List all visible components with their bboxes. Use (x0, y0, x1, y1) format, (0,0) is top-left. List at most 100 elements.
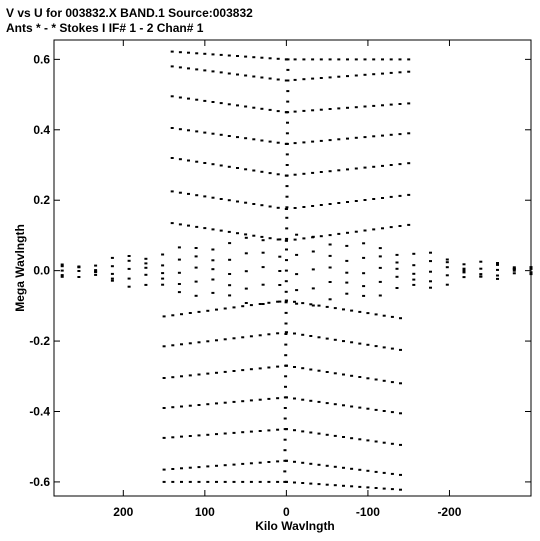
uv-point (211, 228, 215, 231)
uv-point (381, 104, 384, 107)
uv-point (301, 333, 305, 336)
uv-point (268, 237, 272, 240)
uv-point (496, 262, 499, 264)
uv-point (389, 164, 393, 166)
uv-point (127, 267, 131, 270)
uv-point (358, 468, 362, 471)
uv-point (399, 348, 402, 351)
uv-point (407, 193, 411, 196)
uv-point (278, 284, 282, 286)
uv-point (345, 292, 349, 295)
uv-point (197, 480, 201, 483)
uv-point (278, 300, 282, 303)
uv-point (94, 273, 98, 276)
uv-point (350, 341, 354, 344)
uv-point (354, 167, 358, 170)
uv-point (374, 487, 378, 489)
uv-point (390, 472, 394, 475)
uv-point (302, 109, 306, 112)
uv-point (445, 283, 449, 286)
uv-point (378, 266, 382, 269)
uv-point (244, 270, 248, 273)
uv-point (127, 259, 131, 262)
uv-point (241, 431, 245, 434)
uv-point (407, 162, 411, 165)
uv-point (178, 191, 182, 194)
uv-point (171, 406, 175, 409)
uv-point (398, 194, 402, 197)
uv-point (283, 459, 287, 462)
uv-point (284, 331, 288, 334)
x-axis-label: Kilo Wavlngth (255, 519, 335, 533)
uv-point (350, 485, 354, 488)
uv-point (162, 377, 166, 379)
uv-point (188, 312, 192, 314)
uv-point (285, 164, 289, 166)
uv-point (278, 255, 282, 258)
uv-point (267, 397, 271, 400)
uv-point (228, 284, 232, 287)
uv-point (317, 463, 321, 466)
uv-point (293, 397, 296, 400)
uv-point (529, 271, 533, 274)
uv-point (317, 369, 321, 372)
uv-point (232, 400, 236, 403)
uv-point (346, 75, 349, 78)
uv-point (333, 338, 337, 341)
uv-point (94, 270, 98, 273)
uv-point (309, 368, 313, 371)
uv-point (389, 195, 393, 198)
uv-point (252, 75, 256, 78)
uv-point (412, 264, 416, 267)
uv-point (293, 207, 297, 209)
uv-point (358, 376, 362, 378)
uv-point (206, 465, 210, 468)
uv-point (261, 239, 265, 242)
uv-point (319, 171, 323, 173)
uv-point (301, 398, 305, 401)
uv-point (283, 428, 287, 431)
uv-point (195, 68, 199, 71)
uv-point (244, 233, 248, 236)
uv-point (260, 139, 264, 142)
uv-point (177, 283, 181, 285)
uv-point (293, 300, 296, 303)
uv-point (317, 336, 321, 339)
uv-point (110, 256, 114, 259)
uv-point (268, 108, 272, 111)
uv-point (325, 305, 329, 308)
uv-point (284, 301, 288, 304)
uv-point (161, 277, 165, 280)
uv-point (350, 437, 354, 440)
uv-point (284, 354, 288, 357)
uv-point (284, 322, 288, 325)
uv-point (180, 480, 183, 483)
uv-point (219, 229, 223, 232)
uv-point (197, 466, 201, 469)
uv-point (276, 460, 280, 463)
uv-point (223, 401, 227, 404)
uv-point (399, 488, 402, 491)
uv-point (350, 374, 354, 377)
uv-point (268, 172, 272, 175)
uv-point (354, 200, 358, 202)
uv-point (319, 139, 323, 142)
uv-point (295, 273, 299, 276)
uv-point (309, 462, 313, 465)
uv-point (211, 268, 215, 271)
uv-point (244, 168, 248, 171)
uv-point (363, 199, 367, 201)
uv-point (462, 263, 466, 266)
uv-point (342, 404, 345, 407)
uv-point (366, 407, 370, 410)
uv-point (162, 315, 166, 318)
uv-point (144, 266, 148, 269)
uv-point (399, 473, 402, 476)
uv-point (258, 430, 262, 432)
uv-point (241, 369, 245, 372)
uv-point (180, 313, 183, 316)
uv-point (302, 206, 306, 208)
uv-point (328, 203, 332, 205)
uv-point (337, 75, 341, 78)
uv-point (381, 197, 384, 199)
